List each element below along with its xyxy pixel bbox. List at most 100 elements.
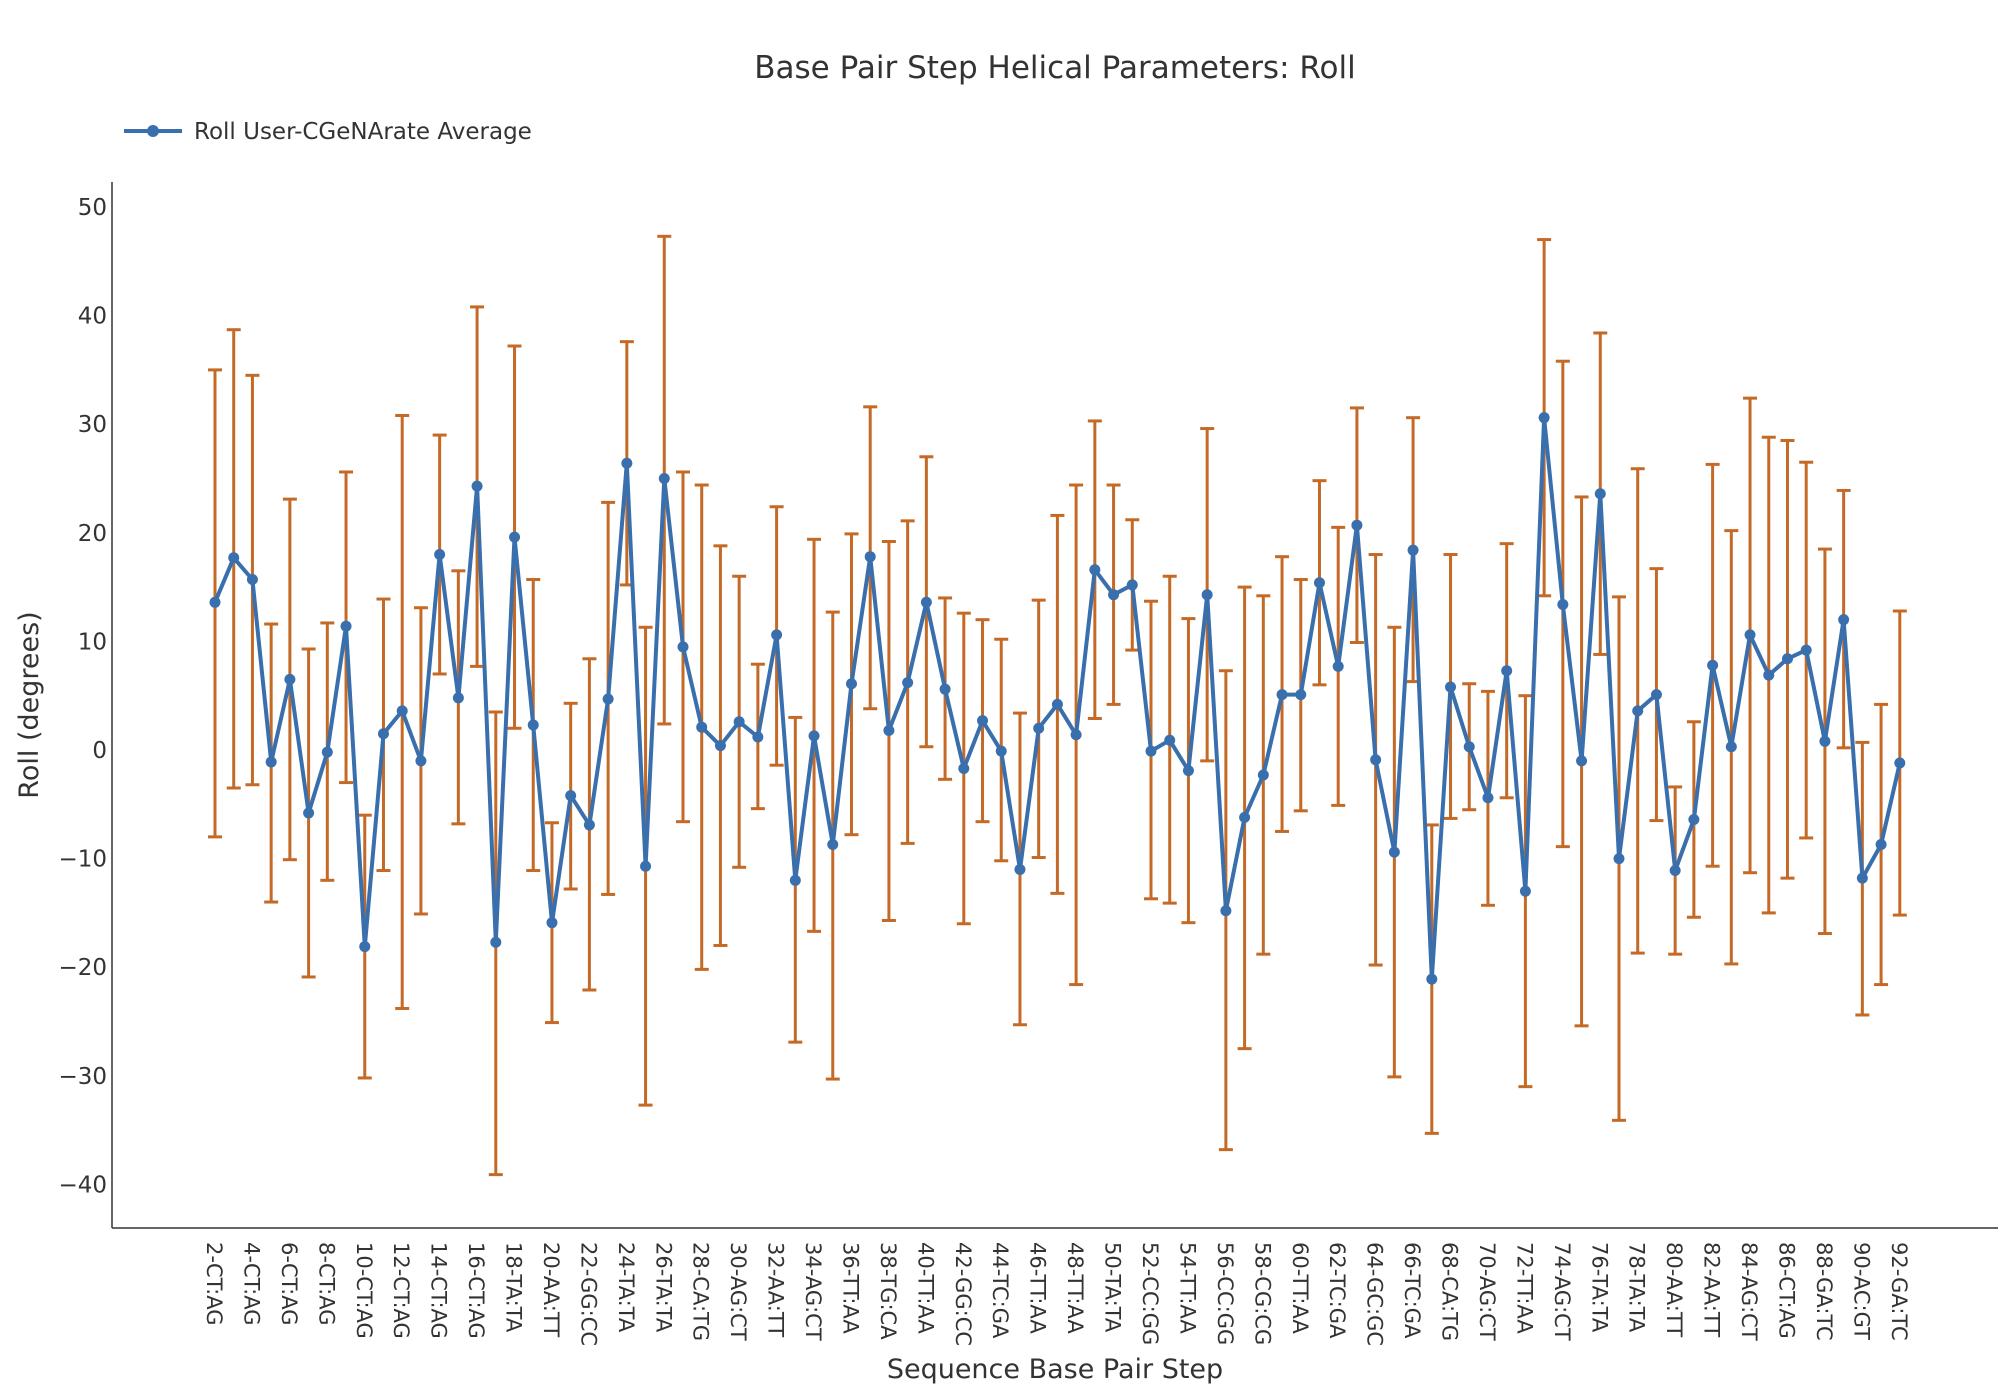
data-point[interactable] [714,740,726,752]
data-point[interactable] [209,596,221,608]
x-tick-label: 62-TC:GA [1325,1242,1349,1339]
data-point[interactable] [845,678,857,690]
data-point[interactable] [359,941,371,953]
data-point[interactable] [1781,653,1793,665]
data-point[interactable] [1819,735,1831,747]
data-point[interactable] [1613,853,1625,865]
x-tick-label: 82-AA:TT [1700,1242,1724,1337]
data-point[interactable] [1838,614,1850,626]
data-point[interactable] [1501,665,1513,677]
data-point[interactable] [1407,544,1419,556]
data-point[interactable] [1894,757,1906,769]
data-point[interactable] [1313,577,1325,589]
data-point[interactable] [771,629,783,641]
data-point[interactable] [1051,698,1063,710]
data-point[interactable] [1594,488,1606,500]
data-point[interactable] [1014,863,1026,875]
data-point[interactable] [995,745,1007,757]
data-point[interactable] [452,692,464,704]
data-point[interactable] [1126,579,1138,591]
data-point[interactable] [1108,589,1120,601]
data-point[interactable] [808,730,820,742]
data-point[interactable] [1239,811,1251,823]
x-tick-label: 4-CT:AG [239,1242,263,1325]
data-point[interactable] [920,596,932,608]
data-point[interactable] [1875,838,1887,850]
data-point[interactable] [1388,846,1400,858]
data-point[interactable] [1650,689,1662,701]
data-point[interactable] [902,677,914,689]
data-point[interactable] [1557,598,1569,610]
x-tick-label: 42-GG:CC [951,1242,975,1346]
data-point[interactable] [246,573,258,585]
data-point[interactable] [527,719,539,731]
data-point[interactable] [1800,644,1812,656]
y-axis-ticks: −40 −30 −20 −10 0 10 20 30 40 50 [58,195,107,1198]
data-point[interactable] [733,716,745,728]
data-point[interactable] [1426,973,1438,985]
data-point[interactable] [883,724,895,736]
data-point[interactable] [1669,865,1681,877]
data-point[interactable] [1351,519,1363,531]
data-point[interactable] [321,746,333,758]
data-point[interactable] [1164,734,1176,746]
data-point[interactable] [284,673,296,685]
data-point[interactable] [1688,814,1700,826]
data-point[interactable] [471,480,483,492]
data-point[interactable] [1482,792,1494,804]
data-point[interactable] [602,693,614,705]
data-point[interactable] [415,755,427,767]
data-point[interactable] [1725,741,1737,753]
data-point[interactable] [1632,705,1644,717]
data-point[interactable] [583,819,595,831]
x-tick-label: 64-GC:GC [1363,1242,1387,1346]
data-point[interactable] [1070,729,1082,741]
data-point[interactable] [509,531,521,543]
data-point[interactable] [396,705,408,717]
data-point[interactable] [752,731,764,743]
data-point[interactable] [1201,589,1213,601]
data-point[interactable] [1033,722,1045,734]
data-point[interactable] [696,721,708,733]
data-point[interactable] [939,683,951,695]
data-point[interactable] [303,807,315,819]
data-point[interactable] [789,874,801,886]
data-point[interactable] [1463,741,1475,753]
data-point[interactable] [827,838,839,850]
data-point[interactable] [977,715,989,727]
data-point[interactable] [1707,659,1719,671]
data-point[interactable] [1089,564,1101,576]
legend[interactable]: Roll User-CGeNArate Average [124,119,532,145]
data-point[interactable] [228,552,240,564]
data-point[interactable] [1763,669,1775,681]
x-tick-label: 46-TT:AA [1026,1242,1050,1334]
data-point[interactable] [1538,412,1550,424]
data-point[interactable] [1257,769,1269,781]
data-point[interactable] [1744,629,1756,641]
data-point[interactable] [1220,905,1232,917]
data-point[interactable] [640,860,652,872]
data-point[interactable] [565,790,577,802]
data-point[interactable] [658,473,670,484]
data-point[interactable] [1332,660,1344,672]
data-point[interactable] [1519,885,1531,897]
data-point[interactable] [1276,689,1288,701]
data-point[interactable] [265,756,277,768]
data-point[interactable] [1445,681,1457,693]
data-point[interactable] [1295,689,1307,701]
data-point[interactable] [958,762,970,774]
data-point[interactable] [434,549,446,561]
data-point[interactable] [677,641,689,653]
data-point[interactable] [1370,754,1382,766]
data-point[interactable] [340,620,352,632]
data-point[interactable] [546,917,558,929]
data-point[interactable] [1182,765,1194,777]
data-point[interactable] [621,457,633,469]
data-point[interactable] [1856,872,1868,884]
data-point[interactable] [1145,745,1157,757]
x-tick-label: 92-GA:TC [1887,1242,1911,1341]
data-point[interactable] [490,936,502,948]
data-point[interactable] [377,728,389,740]
data-point[interactable] [864,551,876,563]
data-point[interactable] [1576,755,1588,767]
